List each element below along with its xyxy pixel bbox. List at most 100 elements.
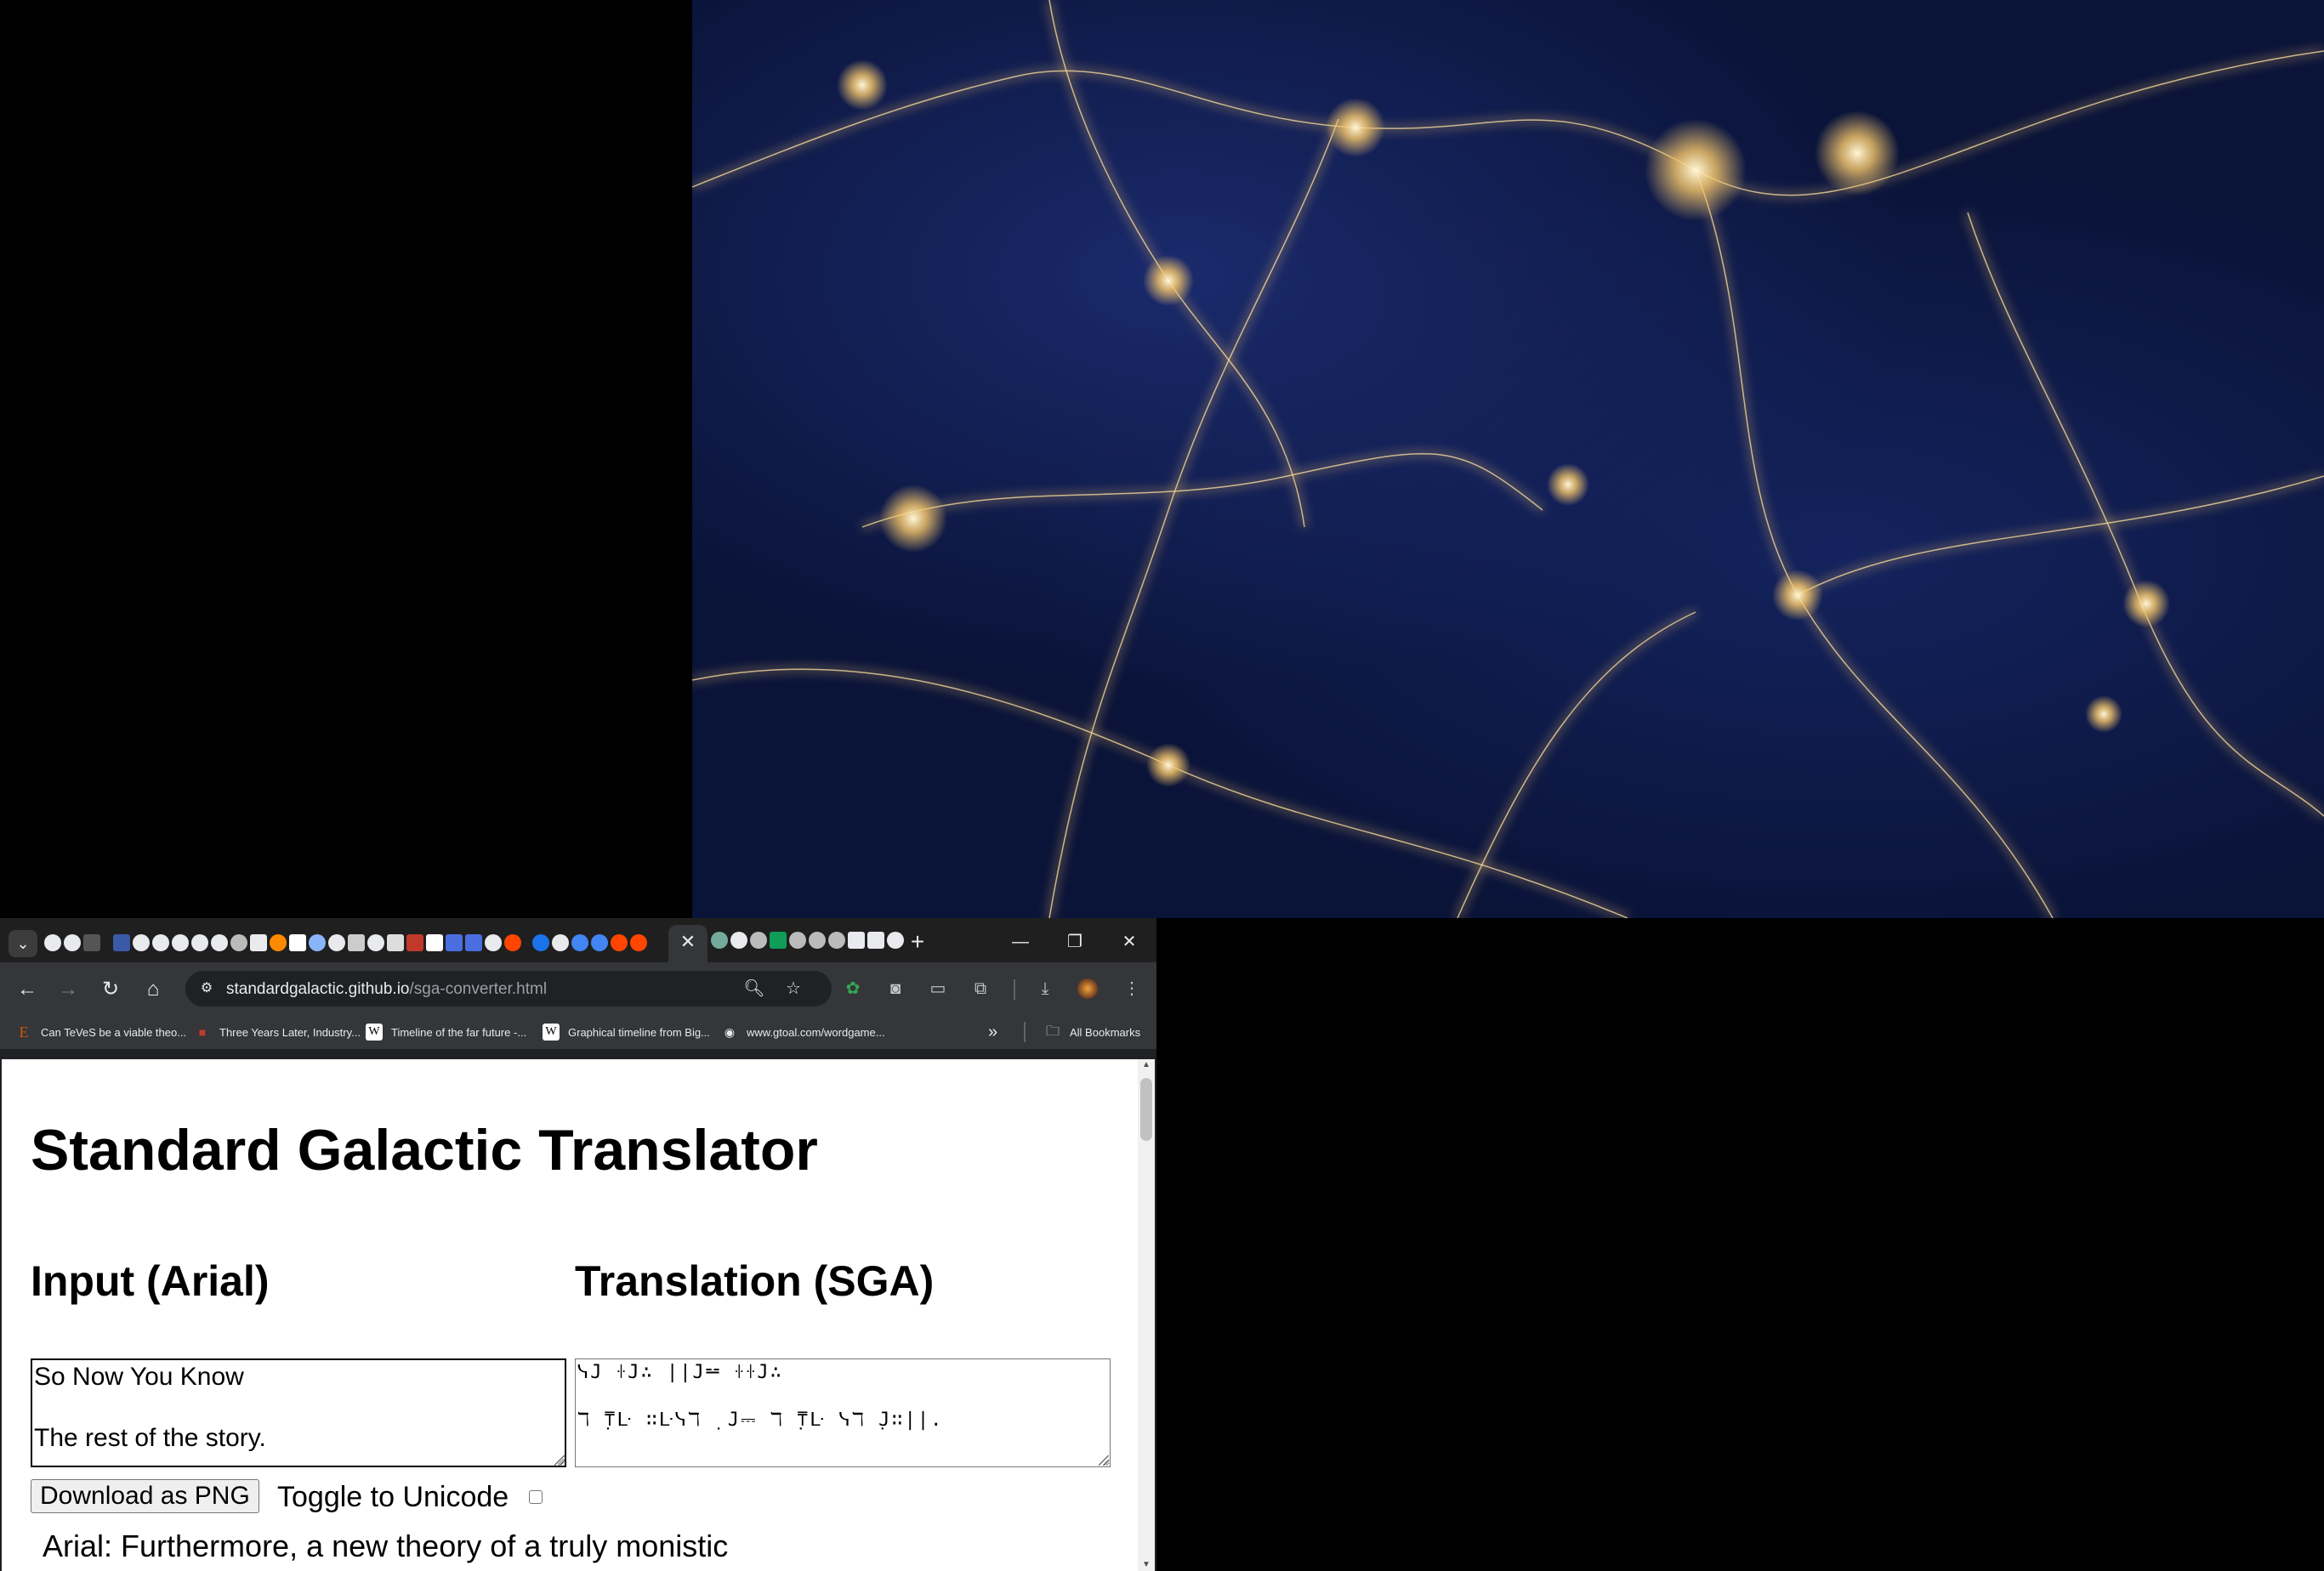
tab-favicon[interactable] [211, 934, 228, 951]
tab-favicon[interactable] [867, 932, 884, 949]
tab-favicon[interactable] [270, 934, 287, 951]
home-icon[interactable]: ⌂ [146, 978, 160, 1001]
globe-icon: ◉ [724, 1025, 736, 1039]
scrollbar-thumb[interactable] [1140, 1078, 1152, 1141]
input-resize-handle[interactable] [554, 1455, 565, 1466]
tab-favicon[interactable] [191, 934, 208, 951]
toggle-unicode-checkbox[interactable] [529, 1490, 543, 1504]
scroll-up-arrow-icon[interactable]: ▲ [1142, 1060, 1151, 1069]
tab-favicon[interactable] [309, 934, 326, 951]
tab-favicon[interactable] [591, 934, 608, 951]
camera-extension-icon[interactable]: ◙ [889, 979, 901, 998]
wikipedia-icon: W [366, 1024, 383, 1041]
tab-favicon[interactable] [367, 934, 384, 951]
bookmark-label: Three Years Later, Industry... [219, 1025, 361, 1039]
bookmark-favicon-icon: ■ [198, 1025, 207, 1039]
cc-extension-icon[interactable]: ▭ [929, 979, 946, 998]
tab-favicon[interactable] [250, 934, 267, 951]
tab-favicon[interactable] [113, 934, 130, 951]
bookmark-item[interactable]: ■ Three Years Later, Industry... [194, 1020, 361, 1044]
tab-favicon[interactable] [809, 932, 826, 949]
tab-favicon[interactable] [44, 934, 61, 951]
all-bookmarks-label: All Bookmarks [1070, 1025, 1141, 1039]
tab-favicon[interactable] [750, 932, 767, 949]
tab-favicon[interactable] [789, 932, 806, 949]
bookmark-item[interactable]: W Timeline of the far future -... [366, 1020, 526, 1044]
bookmark-label: Can TeVeS be a viable theo... [41, 1025, 187, 1039]
profile-avatar[interactable] [1075, 976, 1100, 1001]
menu-kebab-icon[interactable]: ⋮ [1123, 979, 1140, 998]
tab-favicon[interactable] [230, 934, 247, 951]
tab-favicon[interactable] [465, 934, 482, 951]
tab-favicon[interactable] [133, 934, 150, 951]
page-viewport: Standard Galactic Translator Input (Aria… [2, 1059, 1155, 1571]
tab-favicon[interactable] [730, 932, 747, 949]
bookmarks-overflow-button[interactable]: » [988, 1022, 998, 1041]
browser-window: ⌄ [0, 918, 1156, 1571]
tab-favicon[interactable] [328, 934, 345, 951]
downloads-icon[interactable]: ⤓ [1041, 979, 1049, 998]
tab-favicon[interactable] [83, 934, 100, 951]
tab-favicon[interactable] [848, 932, 865, 949]
tab-favicon[interactable] [387, 934, 404, 951]
reload-icon[interactable]: ↻ [101, 978, 120, 1001]
tab-favicon[interactable] [426, 934, 443, 951]
bookmark-item[interactable]: ◉ www.gtoal.com/wordgame... [721, 1020, 885, 1044]
forward-arrow-icon[interactable]: → [58, 978, 78, 1001]
download-png-button[interactable]: Download as PNG [31, 1479, 259, 1513]
page-title: Standard Galactic Translator [31, 1118, 818, 1183]
tab-favicon[interactable] [504, 934, 521, 951]
address-bar[interactable]: ⚙ standardgalactic.github.io/sga-convert… [185, 971, 832, 1007]
tab-favicon[interactable] [485, 934, 502, 951]
bookmarks-bar: E Can TeVeS be a viable theo... ■ Three … [0, 1015, 1156, 1049]
scroll-down-arrow-icon[interactable]: ▼ [1142, 1560, 1151, 1569]
tab-favicon[interactable] [406, 934, 423, 951]
tab-favicon[interactable] [711, 932, 728, 949]
tab-favicon[interactable] [630, 934, 647, 951]
tab-favicon[interactable] [611, 934, 628, 951]
zoom-icon[interactable]: 🔍︎ [743, 979, 765, 998]
toggle-unicode-label: Toggle to Unicode [277, 1481, 509, 1513]
tab-favicon[interactable] [289, 934, 306, 951]
input-textarea[interactable]: So Now You Know The rest of the story. [31, 1358, 566, 1467]
tab-favicon[interactable] [348, 934, 365, 951]
site-info-icon[interactable]: ⚙ [200, 981, 213, 995]
bookmark-star-icon[interactable]: ☆ [786, 979, 801, 998]
tab-favicon[interactable] [552, 934, 569, 951]
tab-search-button[interactable]: ⌄ [9, 930, 37, 957]
url-host: standardgalactic.github.io [226, 980, 410, 998]
tab-favicon[interactable] [64, 934, 81, 951]
output-resize-handle[interactable] [1099, 1455, 1109, 1466]
close-window-button[interactable]: ✕ [1122, 933, 1137, 951]
tab-favicon[interactable] [887, 932, 904, 949]
extensions-puzzle-icon[interactable]: ⧉ [974, 979, 987, 998]
url-text[interactable]: standardgalactic.github.io/sga-converter… [226, 980, 547, 999]
tab-favicon[interactable] [770, 932, 787, 949]
new-tab-button[interactable]: + [910, 928, 925, 955]
active-tab[interactable]: ✕ [668, 925, 707, 962]
tab-favicon[interactable] [446, 934, 463, 951]
cosmic-web-wallpaper [692, 0, 2324, 918]
tab-favicon[interactable] [571, 934, 588, 951]
tab-favicons-right [711, 932, 906, 949]
extension-icon[interactable]: ✿ [845, 979, 861, 998]
tab-favicon[interactable] [532, 934, 549, 951]
bookmark-item[interactable]: W Graphical timeline from Big... [543, 1020, 710, 1044]
minimize-button[interactable]: — [1012, 933, 1029, 951]
restore-button[interactable]: ❐ [1067, 933, 1082, 951]
bookmark-label: www.gtoal.com/wordgame... [747, 1025, 885, 1039]
close-tab-icon[interactable]: ✕ [679, 931, 696, 952]
output-textarea[interactable]: ᓭ𝙹 ꖌ𝙹∴ ||𝙹⚍ ꖌꖌ𝙹∴ ℸ ̣⍑ᒷ ∷ᒷᓭℸ ̣ 𝙹⎓ ℸ ̣⍑ᒷ ᓭ… [575, 1358, 1111, 1467]
input-heading: Input (Arial) [31, 1257, 270, 1305]
page-scrollbar[interactable]: ▲ ▼ [1138, 1059, 1155, 1571]
bookmark-label: Timeline of the far future -... [391, 1025, 527, 1039]
bookmark-item[interactable]: E Can TeVeS be a viable theo... [15, 1020, 187, 1044]
folder-icon: 🗀 [1045, 1024, 1060, 1039]
tab-favicon[interactable] [828, 932, 845, 949]
all-bookmarks-folder[interactable]: 🗀 All Bookmarks [1044, 1020, 1140, 1044]
toolbar-separator [1014, 979, 1015, 1000]
back-arrow-icon[interactable]: ← [17, 978, 37, 1001]
tab-favicon[interactable] [152, 934, 169, 951]
tab-favicon[interactable] [172, 934, 189, 951]
